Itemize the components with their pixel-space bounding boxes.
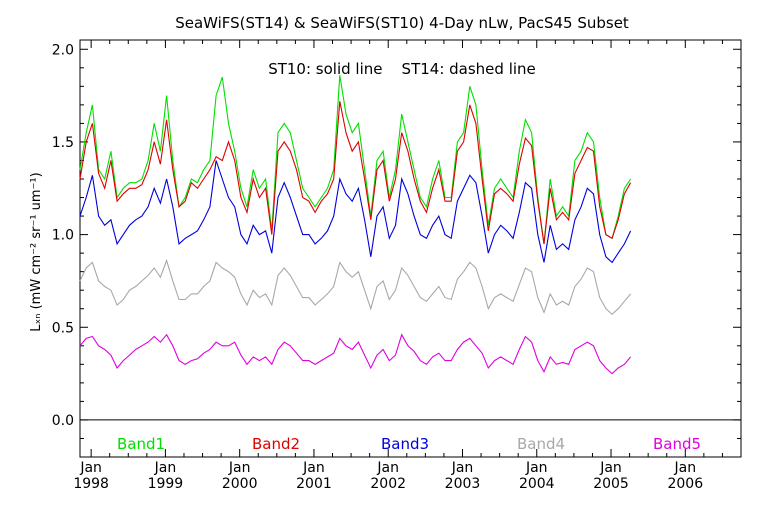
y-tick-label: 1.0 bbox=[52, 228, 74, 244]
x-tick-month-label: Jan bbox=[79, 460, 102, 476]
x-tick-month-label: Jan bbox=[599, 460, 622, 476]
series-line-band4 bbox=[79, 258, 632, 316]
legend-label-band4: Band4 bbox=[517, 435, 565, 453]
y-axis-label: Lₓₙ (mW cm⁻² sr⁻¹ um⁻¹) bbox=[29, 172, 44, 331]
x-tick-year-label: 2003 bbox=[445, 476, 481, 492]
legend-label-band1: Band1 bbox=[117, 435, 165, 453]
plot-area: 0.00.51.01.52.0Jan1998Jan1999Jan2000Jan2… bbox=[52, 39, 742, 492]
x-tick-year-label: 2001 bbox=[296, 476, 332, 492]
series-line-band5 bbox=[79, 333, 632, 375]
x-tick-year-label: 2006 bbox=[667, 476, 703, 492]
x-tick-year-label: 2004 bbox=[519, 476, 555, 492]
x-tick-month-label: Jan bbox=[302, 460, 325, 476]
x-tick-month-label: Jan bbox=[674, 460, 697, 476]
legend-label-band2: Band2 bbox=[252, 435, 300, 453]
series-line-band2 bbox=[79, 101, 632, 244]
x-tick-year-label: 1999 bbox=[148, 476, 184, 492]
y-tick-label: 1.5 bbox=[52, 135, 74, 151]
x-tick-year-label: 2000 bbox=[222, 476, 258, 492]
x-tick-year-label: 2002 bbox=[370, 476, 406, 492]
y-tick-label: 0.0 bbox=[52, 413, 74, 429]
x-tick-month-label: Jan bbox=[154, 460, 177, 476]
series-line-band1 bbox=[79, 75, 632, 244]
x-tick-month-label: Jan bbox=[228, 460, 251, 476]
y-tick-label: 2.0 bbox=[52, 42, 74, 58]
x-tick-month-label: Jan bbox=[451, 460, 474, 476]
series-line-band3 bbox=[79, 160, 632, 264]
x-tick-month-label: Jan bbox=[525, 460, 548, 476]
x-tick-year-label: 1998 bbox=[73, 476, 109, 492]
line-style-note: ST10: solid line ST14: dashed line bbox=[268, 60, 536, 78]
x-tick-month-label: Jan bbox=[376, 460, 399, 476]
legend-label-band3: Band3 bbox=[381, 435, 429, 453]
x-tick-year-label: 2005 bbox=[593, 476, 629, 492]
chart-title: SeaWiFS(ST14) & SeaWiFS(ST10) 4-Day nLw,… bbox=[175, 14, 629, 32]
legend-label-band5: Band5 bbox=[653, 435, 701, 453]
y-tick-label: 0.5 bbox=[52, 320, 74, 336]
plot-frame bbox=[79, 39, 742, 458]
